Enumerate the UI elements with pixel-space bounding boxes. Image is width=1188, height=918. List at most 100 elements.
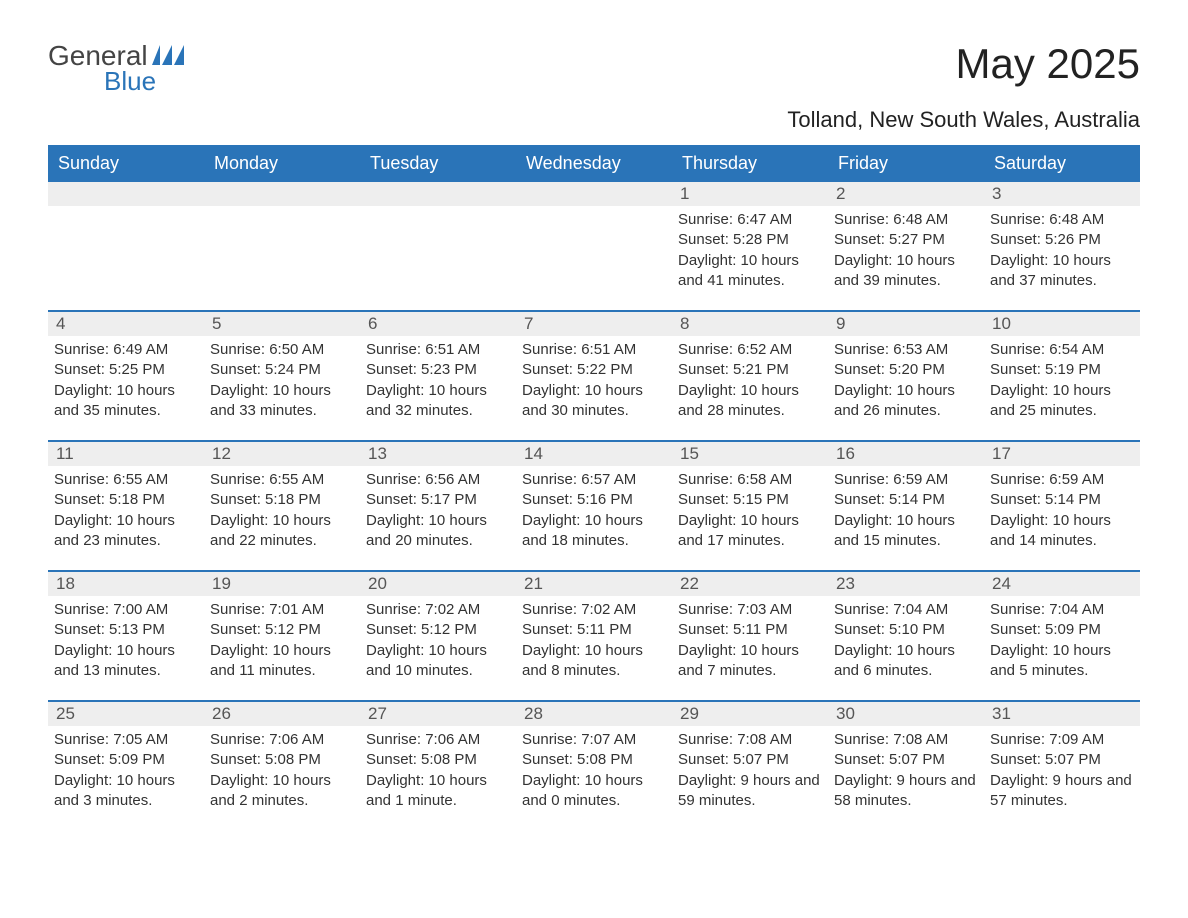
sunset-label: Sunset: 5:24 PM <box>210 360 354 380</box>
day-details: Sunrise: 7:01 AMSunset: 5:12 PMDaylight:… <box>204 596 360 689</box>
sunrise-label: Sunrise: 7:00 AM <box>54 600 198 620</box>
daylight-label: Daylight: 10 hours and 15 minutes. <box>834 511 978 552</box>
daylight-label: Daylight: 10 hours and 37 minutes. <box>990 251 1134 292</box>
day-number: 24 <box>984 572 1140 596</box>
daylight-label: Daylight: 10 hours and 0 minutes. <box>522 771 666 812</box>
day-details: Sunrise: 6:52 AMSunset: 5:21 PMDaylight:… <box>672 336 828 429</box>
sunset-label: Sunset: 5:28 PM <box>678 230 822 250</box>
calendar-day: 13Sunrise: 6:56 AMSunset: 5:17 PMDayligh… <box>360 442 516 570</box>
day-number: 11 <box>48 442 204 466</box>
sunrise-label: Sunrise: 7:09 AM <box>990 730 1134 750</box>
calendar-day: 4Sunrise: 6:49 AMSunset: 5:25 PMDaylight… <box>48 312 204 440</box>
sunset-label: Sunset: 5:08 PM <box>366 750 510 770</box>
calendar-day: 15Sunrise: 6:58 AMSunset: 5:15 PMDayligh… <box>672 442 828 570</box>
sunset-label: Sunset: 5:25 PM <box>54 360 198 380</box>
day-number: 12 <box>204 442 360 466</box>
day-number: 1 <box>672 182 828 206</box>
day-number: 20 <box>360 572 516 596</box>
day-details: Sunrise: 6:55 AMSunset: 5:18 PMDaylight:… <box>48 466 204 559</box>
day-details: Sunrise: 6:48 AMSunset: 5:26 PMDaylight:… <box>984 206 1140 299</box>
daylight-label: Daylight: 10 hours and 11 minutes. <box>210 641 354 682</box>
calendar: Sunday Monday Tuesday Wednesday Thursday… <box>48 145 1140 830</box>
calendar-day: 29Sunrise: 7:08 AMSunset: 5:07 PMDayligh… <box>672 702 828 830</box>
day-details: Sunrise: 6:57 AMSunset: 5:16 PMDaylight:… <box>516 466 672 559</box>
calendar-day: 20 Sunrise: 7:02 AMSunset: 5:12 PMDayligh… <box>360 572 516 700</box>
sunset-label: Sunset: 5:23 PM <box>366 360 510 380</box>
sunset-label: Sunset: 5:10 PM <box>834 620 978 640</box>
day-details: Sunrise: 6:47 AMSunset: 5:28 PMDaylight:… <box>672 206 828 299</box>
dow-wednesday: Wednesday <box>516 145 672 182</box>
day-number: 2 <box>828 182 984 206</box>
sunrise-label: Sunrise: 6:52 AM <box>678 340 822 360</box>
calendar-day: 16Sunrise: 6:59 AMSunset: 5:14 PMDayligh… <box>828 442 984 570</box>
calendar-week: 4Sunrise: 6:49 AMSunset: 5:25 PMDaylight… <box>48 310 1140 440</box>
day-details: Sunrise: 6:49 AMSunset: 5:25 PMDaylight:… <box>48 336 204 429</box>
day-details: Sunrise: 7:04 AMSunset: 5:10 PMDaylight:… <box>828 596 984 689</box>
daylight-label: Daylight: 10 hours and 1 minute. <box>366 771 510 812</box>
sunset-label: Sunset: 5:16 PM <box>522 490 666 510</box>
sunrise-label: Sunrise: 7:05 AM <box>54 730 198 750</box>
calendar-week: 25Sunrise: 7:05 AMSunset: 5:09 PMDayligh… <box>48 700 1140 830</box>
sunrise-label: Sunrise: 6:47 AM <box>678 210 822 230</box>
sunrise-label: Sunrise: 7:04 AM <box>834 600 978 620</box>
day-details: Sunrise: 7:05 AMSunset: 5:09 PMDaylight:… <box>48 726 204 819</box>
day-number: 18 <box>48 572 204 596</box>
day-number: 15 <box>672 442 828 466</box>
daylight-label: Daylight: 10 hours and 28 minutes. <box>678 381 822 422</box>
sunset-label: Sunset: 5:07 PM <box>990 750 1134 770</box>
daylight-label: Daylight: 9 hours and 59 minutes. <box>678 771 822 812</box>
sunrise-label: Sunrise: 7:06 AM <box>366 730 510 750</box>
day-details: Sunrise: 6:53 AMSunset: 5:20 PMDaylight:… <box>828 336 984 429</box>
day-number: 30 <box>828 702 984 726</box>
calendar-day: 1Sunrise: 6:47 AMSunset: 5:28 PMDaylight… <box>672 182 828 310</box>
sunset-label: Sunset: 5:07 PM <box>834 750 978 770</box>
calendar-week: 11Sunrise: 6:55 AMSunset: 5:18 PMDayligh… <box>48 440 1140 570</box>
day-details: Sunrise: 7:08 AMSunset: 5:07 PMDaylight:… <box>672 726 828 819</box>
dow-monday: Monday <box>204 145 360 182</box>
sunrise-label: Sunrise: 6:53 AM <box>834 340 978 360</box>
calendar-day: 9Sunrise: 6:53 AMSunset: 5:20 PMDaylight… <box>828 312 984 440</box>
day-number <box>516 182 672 206</box>
day-details: Sunrise: 6:54 AMSunset: 5:19 PMDaylight:… <box>984 336 1140 429</box>
day-number <box>360 182 516 206</box>
calendar-day: 26Sunrise: 7:06 AMSunset: 5:08 PMDayligh… <box>204 702 360 830</box>
sunset-label: Sunset: 5:11 PM <box>522 620 666 640</box>
calendar-day <box>360 182 516 310</box>
day-number: 5 <box>204 312 360 336</box>
calendar-day: 28Sunrise: 7:07 AMSunset: 5:08 PMDayligh… <box>516 702 672 830</box>
calendar-day: 27Sunrise: 7:06 AMSunset: 5:08 PMDayligh… <box>360 702 516 830</box>
day-number: 10 <box>984 312 1140 336</box>
day-details: Sunrise: 6:51 AMSunset: 5:23 PMDaylight:… <box>360 336 516 429</box>
sunset-label: Sunset: 5:18 PM <box>54 490 198 510</box>
day-number: 16 <box>828 442 984 466</box>
sunset-label: Sunset: 5:20 PM <box>834 360 978 380</box>
calendar-day: 6Sunrise: 6:51 AMSunset: 5:23 PMDaylight… <box>360 312 516 440</box>
calendar-day: 19Sunrise: 7:01 AMSunset: 5:12 PMDayligh… <box>204 572 360 700</box>
sunset-label: Sunset: 5:12 PM <box>366 620 510 640</box>
calendar-day: 12Sunrise: 6:55 AMSunset: 5:18 PMDayligh… <box>204 442 360 570</box>
sunrise-label: Sunrise: 7:02 AM <box>366 600 510 620</box>
sunrise-label: Sunrise: 6:56 AM <box>366 470 510 490</box>
sunrise-label: Sunrise: 7:01 AM <box>210 600 354 620</box>
weeks-container: 1Sunrise: 6:47 AMSunset: 5:28 PMDaylight… <box>48 182 1140 830</box>
day-number <box>48 182 204 206</box>
day-of-week-header: Sunday Monday Tuesday Wednesday Thursday… <box>48 145 1140 182</box>
day-details: Sunrise: 6:50 AMSunset: 5:24 PMDaylight:… <box>204 336 360 429</box>
day-number: 28 <box>516 702 672 726</box>
sunrise-label: Sunrise: 7:08 AM <box>678 730 822 750</box>
sunset-label: Sunset: 5:15 PM <box>678 490 822 510</box>
sunset-label: Sunset: 5:09 PM <box>990 620 1134 640</box>
calendar-day: 30Sunrise: 7:08 AMSunset: 5:07 PMDayligh… <box>828 702 984 830</box>
daylight-label: Daylight: 10 hours and 10 minutes. <box>366 641 510 682</box>
calendar-day: 23Sunrise: 7:04 AMSunset: 5:10 PMDayligh… <box>828 572 984 700</box>
day-number: 7 <box>516 312 672 336</box>
calendar-day: 25Sunrise: 7:05 AMSunset: 5:09 PMDayligh… <box>48 702 204 830</box>
dow-saturday: Saturday <box>984 145 1140 182</box>
day-details: Sunrise: 7:07 AMSunset: 5:08 PMDaylight:… <box>516 726 672 819</box>
calendar-week: 1Sunrise: 6:47 AMSunset: 5:28 PMDaylight… <box>48 182 1140 310</box>
sunrise-label: Sunrise: 6:51 AM <box>366 340 510 360</box>
daylight-label: Daylight: 10 hours and 25 minutes. <box>990 381 1134 422</box>
calendar-day: 11Sunrise: 6:55 AMSunset: 5:18 PMDayligh… <box>48 442 204 570</box>
calendar-day: 17Sunrise: 6:59 AMSunset: 5:14 PMDayligh… <box>984 442 1140 570</box>
daylight-label: Daylight: 10 hours and 3 minutes. <box>54 771 198 812</box>
